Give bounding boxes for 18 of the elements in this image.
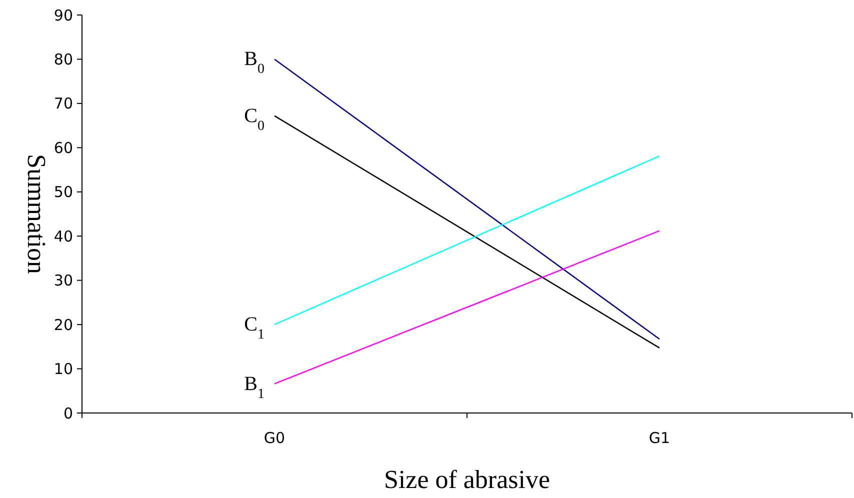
y-tick-label: 90 (54, 6, 73, 24)
y-tick-label: 50 (54, 183, 73, 202)
y-tick-label: 10 (54, 360, 73, 378)
x-tick-label: G0 (264, 429, 286, 447)
series-label: B$_{0}$ (244, 48, 264, 77)
series-label: B$_{1}$ (244, 372, 264, 402)
y-tick-label: 40 (54, 227, 73, 246)
y-tick-label: 70 (54, 94, 73, 113)
x-tick-label: G1 (648, 429, 670, 447)
series-label: C$_{0}$ (244, 104, 264, 134)
y-tick-label: 80 (54, 50, 73, 68)
x-axis-title: Size of abrasive (384, 465, 550, 494)
y-tick-label: 20 (54, 316, 73, 334)
y-axis-title: Summation (22, 154, 51, 274)
series-label: C$_{1}$ (244, 314, 264, 342)
y-tick-label: 60 (54, 138, 73, 157)
y-tick-label: 0 (63, 404, 73, 422)
y-tick-label: 30 (54, 272, 73, 290)
